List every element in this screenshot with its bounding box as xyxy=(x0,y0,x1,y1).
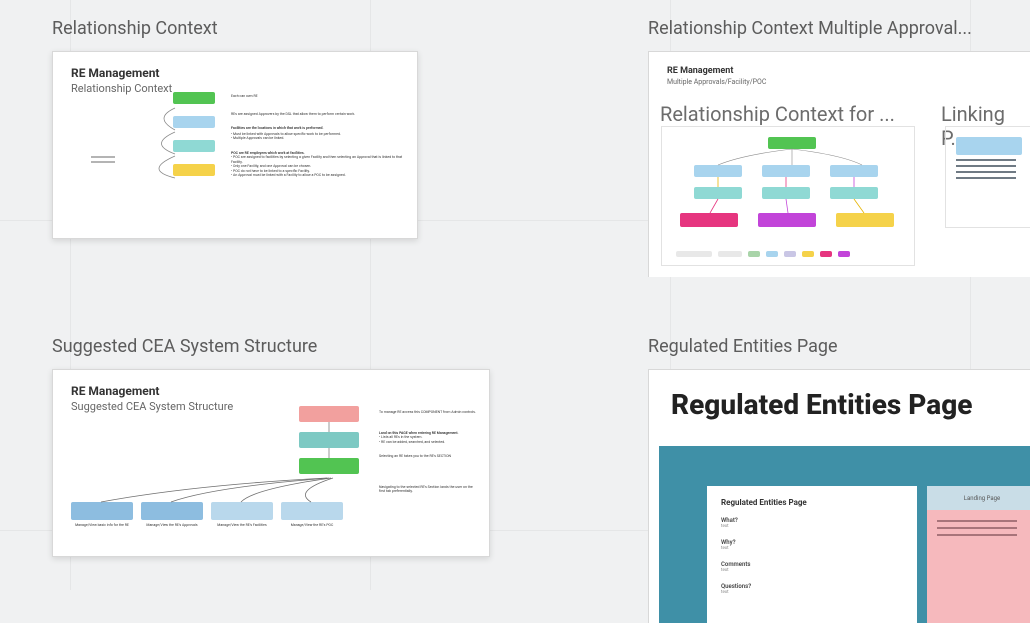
bullet: Each can own RE xyxy=(231,94,405,99)
group-relationship-context: Relationship Context RE Management Relat… xyxy=(52,18,418,239)
thumb-suggested-cea[interactable]: RE Management Suggested CEA System Struc… xyxy=(52,369,490,557)
group-regulated-entities: Regulated Entities Page Regulated Entiti… xyxy=(648,336,1030,623)
thumb-heading: RE Management xyxy=(71,66,399,80)
field-label: Comments xyxy=(721,561,903,568)
thumb-relationship-context[interactable]: RE Management Relationship Context Each … xyxy=(52,51,418,239)
group-suggested-cea: Suggested CEA System Structure RE Manage… xyxy=(52,336,490,557)
group-title: Relationship Context Multiple Approval..… xyxy=(648,18,1030,39)
panel-title: Regulated Entities Page xyxy=(721,498,903,507)
field-label: What? xyxy=(721,517,903,524)
right-bullet: Selecting an RE takes you to the RE's SE… xyxy=(379,454,477,459)
group-title: Suggested CEA System Structure xyxy=(52,336,490,357)
thumb-regulated-entities[interactable]: Regulated Entities Page Regulated Entiti… xyxy=(648,369,1030,623)
linking-block xyxy=(956,137,1022,155)
connectors xyxy=(53,370,383,540)
thumb-relationship-multiple[interactable]: Relationship Context for ... Linking P..… xyxy=(648,51,1030,277)
left-panel: Regulated Entities Page What? text Why? … xyxy=(707,486,917,623)
bullet: Facilities are the locations in which th… xyxy=(231,126,405,131)
right-panel: Landing Page xyxy=(927,486,1030,623)
connectors xyxy=(123,98,183,198)
group-title: Relationship Context xyxy=(52,18,418,39)
big-title: Regulated Entities Page xyxy=(671,388,1008,421)
thumb-heading: RE Management xyxy=(667,66,1012,76)
field-label: Questions? xyxy=(721,583,903,590)
right-bullet: Navigating to the selected RE's Section … xyxy=(379,485,477,494)
thumb-subtitle: Multiple Approvals/Facility/POC xyxy=(667,78,1012,86)
lines-icon xyxy=(91,156,115,163)
right-panel-label: Landing Page xyxy=(964,495,1000,502)
field-label: Why? xyxy=(721,539,903,546)
group-title: Regulated Entities Page xyxy=(648,336,1030,357)
right-bullet: To manage RE access this COMPONENT from … xyxy=(379,410,477,415)
group-relationship-multiple: Relationship Context Multiple Approval..… xyxy=(648,18,1030,277)
bullet: REs are assigned Approvers by the DSL th… xyxy=(231,112,405,117)
connectors xyxy=(662,127,962,277)
